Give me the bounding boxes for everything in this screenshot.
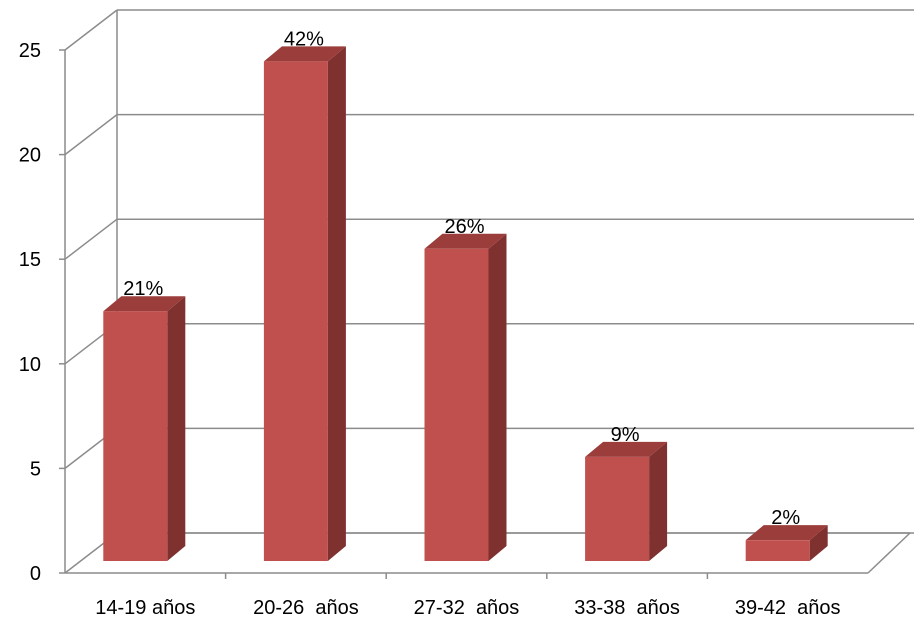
bar-side (488, 233, 507, 562)
bar-side (327, 46, 346, 561)
bars (103, 46, 828, 562)
bar (585, 441, 668, 561)
bar-side (167, 296, 186, 561)
x-tick-label: 33-38 años (574, 597, 680, 619)
bar-top (585, 441, 668, 457)
y-tick-label: 25 (19, 40, 41, 62)
x-tick-label: 14-19 años (95, 597, 195, 619)
x-tick-label: 39-42 años (735, 597, 841, 619)
y-tick-label: 5 (30, 458, 41, 480)
bar (745, 525, 828, 561)
bar-front (745, 540, 810, 561)
data-label: 26% (444, 216, 484, 238)
data-label: 21% (123, 278, 163, 300)
gridline-diagonal (64, 218, 118, 260)
bar-top (263, 46, 346, 62)
bar-front (263, 61, 328, 562)
bar-top (745, 525, 828, 541)
bar-side (809, 525, 828, 561)
gridline-diagonal (64, 9, 118, 51)
data-label: 2% (771, 507, 800, 529)
y-tick-label: 20 (19, 145, 41, 167)
gridline-diagonal (64, 114, 118, 156)
x-tick-label: 20-26 años (253, 597, 359, 619)
data-label: 9% (611, 424, 640, 446)
x-tick-label: 27-32 años (414, 597, 520, 619)
y-tick-label: 10 (19, 354, 41, 376)
gridlines (64, 9, 914, 574)
bar-top (424, 233, 507, 249)
data-label: 42% (284, 28, 324, 50)
bar-front (424, 248, 489, 562)
bar-front (103, 311, 168, 561)
y-tick-label: 0 (30, 563, 41, 585)
y-tick-label: 15 (19, 249, 41, 271)
bar (103, 296, 186, 561)
axes (59, 49, 868, 579)
bar-side (649, 441, 668, 561)
bar (263, 46, 346, 562)
bar-top (103, 296, 186, 312)
labels: 0 5 10 15 20 25 21% 14-19 años 42% 20-26 años 26% 2… (19, 28, 841, 619)
bar (424, 233, 507, 562)
bar-front (585, 456, 650, 561)
floor-right-edge (867, 532, 911, 574)
